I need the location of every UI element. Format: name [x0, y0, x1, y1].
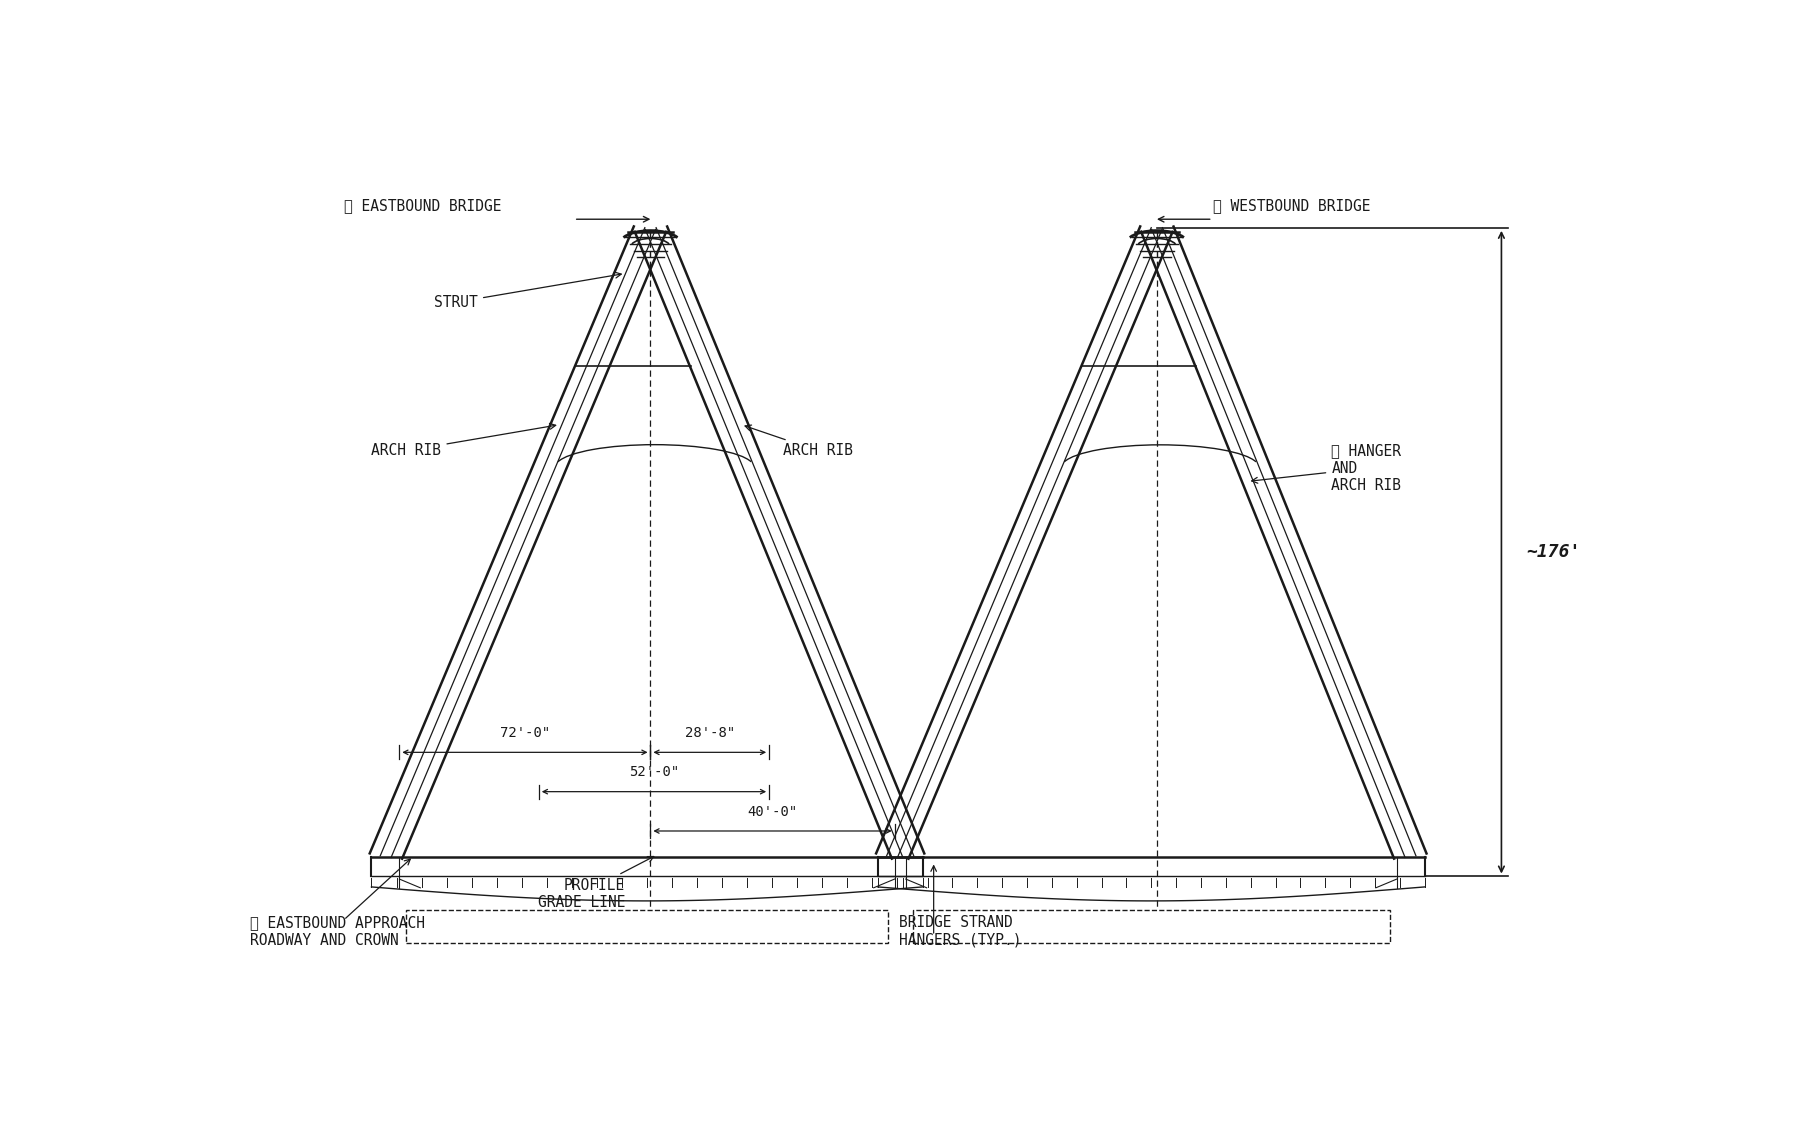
- Text: 28'-8": 28'-8": [684, 726, 734, 740]
- Text: ℄ EASTBOUND APPROACH
ROADWAY AND CROWN: ℄ EASTBOUND APPROACH ROADWAY AND CROWN: [250, 915, 425, 948]
- Bar: [913, 909, 1390, 943]
- Text: ℄ EASTBOUND BRIDGE: ℄ EASTBOUND BRIDGE: [344, 199, 500, 213]
- Text: BRIDGE STRAND
HANGERS (TYP.): BRIDGE STRAND HANGERS (TYP.): [898, 915, 1021, 948]
- Bar: [407, 909, 887, 943]
- Text: STRUT: STRUT: [434, 272, 621, 310]
- Text: ℄ WESTBOUND BRIDGE: ℄ WESTBOUND BRIDGE: [1213, 199, 1370, 213]
- Text: PROFILE
GRADE LINE: PROFILE GRADE LINE: [538, 857, 653, 910]
- Text: ~176': ~176': [1526, 544, 1580, 561]
- Text: ARCH RIB: ARCH RIB: [745, 426, 853, 459]
- Text: 52'-0": 52'-0": [628, 765, 679, 780]
- Text: 40'-0": 40'-0": [747, 805, 797, 818]
- Text: 72'-0": 72'-0": [500, 726, 551, 740]
- Text: ARCH RIB: ARCH RIB: [371, 423, 556, 459]
- Text: ℄ HANGER
AND
ARCH RIB: ℄ HANGER AND ARCH RIB: [1251, 444, 1400, 494]
